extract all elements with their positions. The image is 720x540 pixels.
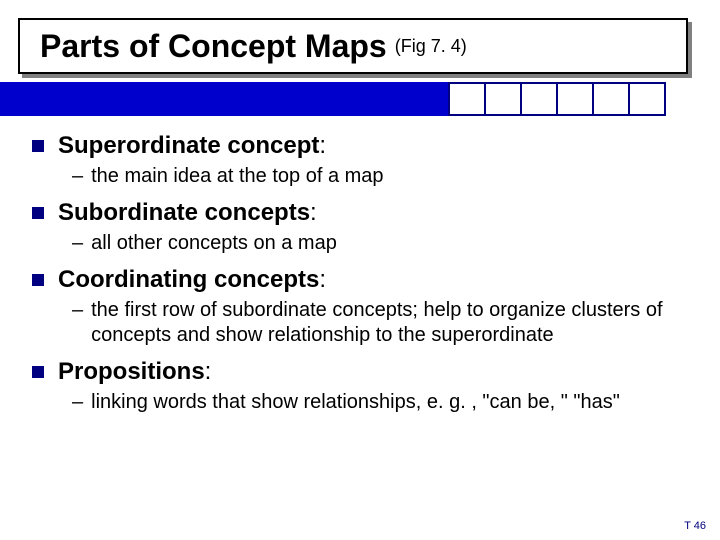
dash-icon: –: [72, 391, 83, 414]
decoration-cell: [592, 82, 630, 116]
item-title-rest: :: [319, 132, 326, 159]
sub-item: – linking words that show relationships,…: [32, 390, 688, 415]
sub-text: the first row of subordinate concepts; h…: [91, 298, 688, 348]
slide-number: T 46: [684, 520, 706, 532]
item-heading: Superordinate concept:: [32, 132, 688, 160]
item-title-rest: :: [319, 266, 326, 293]
content-area: Superordinate concept: – the main idea a…: [32, 132, 688, 425]
decoration-cell: [520, 82, 558, 116]
sub-text: the main idea at the top of a map: [91, 164, 383, 189]
dash-icon: –: [72, 299, 83, 322]
decoration-row: [0, 80, 720, 118]
item-title-rest: :: [205, 358, 212, 385]
item-title: Propositions:: [58, 358, 211, 386]
item-heading: Subordinate concepts:: [32, 199, 688, 227]
item-title: Superordinate concept:: [58, 132, 326, 160]
item-title-bold: Propositions: [58, 358, 205, 385]
square-bullet-icon: [32, 140, 44, 152]
decoration-cell: [448, 82, 486, 116]
square-bullet-icon: [32, 274, 44, 286]
list-item: Coordinating concepts: – the first row o…: [32, 266, 688, 348]
dash-icon: –: [72, 165, 83, 188]
item-title: Subordinate concepts:: [58, 199, 317, 227]
sub-item: – the main idea at the top of a map: [32, 164, 688, 189]
slide-title-suffix: (Fig 7. 4): [395, 36, 467, 57]
item-title-bold: Subordinate concepts: [58, 199, 310, 226]
item-heading: Propositions:: [32, 358, 688, 386]
item-title: Coordinating concepts:: [58, 266, 326, 294]
decoration-cell: [556, 82, 594, 116]
slide-title: Parts of Concept Maps: [40, 28, 387, 65]
item-title-bold: Coordinating concepts: [58, 266, 319, 293]
decoration-cell: [628, 82, 666, 116]
list-item: Superordinate concept: – the main idea a…: [32, 132, 688, 189]
sub-item: – all other concepts on a map: [32, 231, 688, 256]
list-item: Propositions: – linking words that show …: [32, 358, 688, 415]
title-box: Parts of Concept Maps (Fig 7. 4): [18, 18, 688, 74]
sub-text: linking words that show relationships, e…: [91, 390, 620, 415]
list-item: Subordinate concepts: – all other concep…: [32, 199, 688, 256]
item-title-bold: Superordinate concept: [58, 132, 319, 159]
item-heading: Coordinating concepts:: [32, 266, 688, 294]
decoration-cells: [450, 80, 666, 118]
decoration-cell: [484, 82, 522, 116]
decoration-bar: [0, 82, 450, 116]
square-bullet-icon: [32, 207, 44, 219]
item-title-rest: :: [310, 199, 317, 226]
square-bullet-icon: [32, 366, 44, 378]
dash-icon: –: [72, 232, 83, 255]
sub-item: – the first row of subordinate concepts;…: [32, 298, 688, 348]
sub-text: all other concepts on a map: [91, 231, 337, 256]
